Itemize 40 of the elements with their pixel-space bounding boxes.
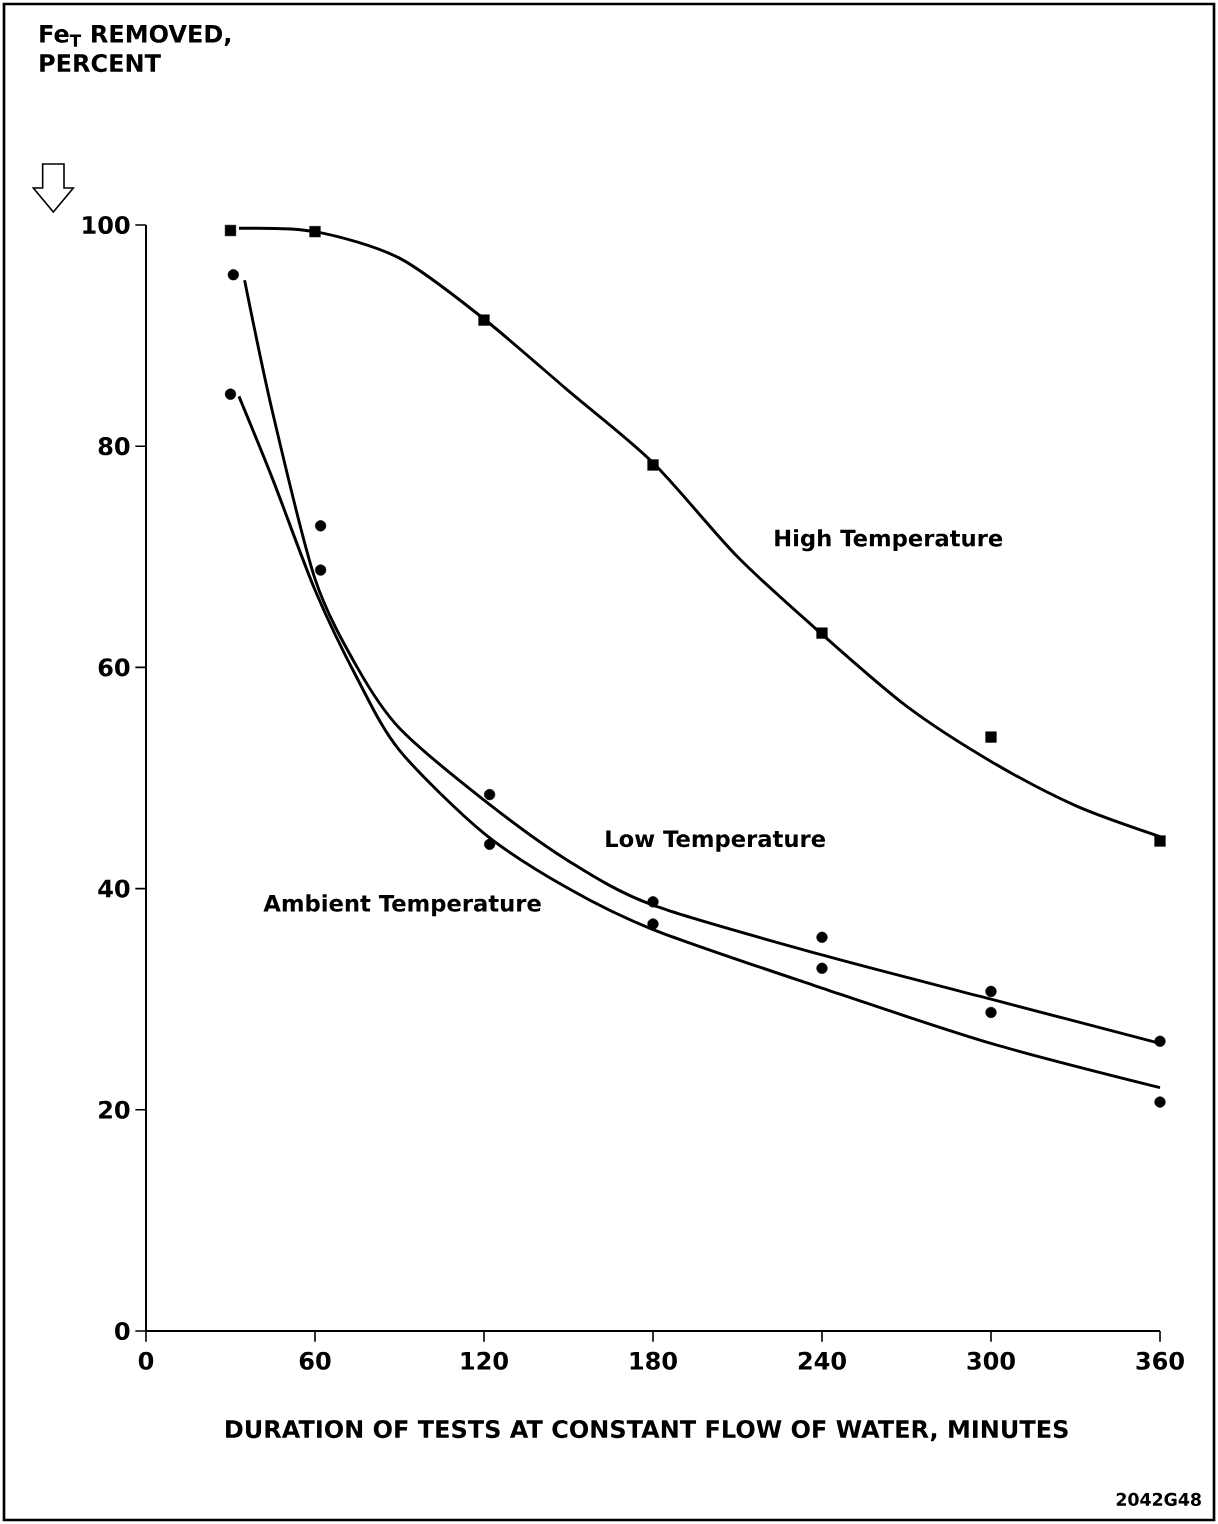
point: [484, 788, 496, 801]
point: [227, 269, 239, 281]
y-tick-label: 60: [98, 658, 130, 677]
y-tick-label: 80: [98, 437, 130, 456]
point: [647, 459, 659, 471]
point: [224, 224, 237, 237]
point: [315, 564, 327, 576]
x-axis-title: DURATION OF TESTS AT CONSTANT FLOW OF WATER, MINUTES: [226, 1420, 1068, 1442]
point: [816, 962, 828, 974]
point: [985, 985, 997, 998]
series-label: Low Temperature: [606, 830, 825, 852]
point: [1154, 1096, 1166, 1108]
y-tick-label: 40: [98, 879, 130, 898]
y-tick-label: 0: [115, 1321, 130, 1341]
x-tick-label: 120: [461, 1351, 508, 1370]
x-tick-label: 300: [967, 1351, 1015, 1370]
point: [816, 931, 828, 943]
text: Fe$_{T}$ REMOVED, PERCENT: [40, 24, 230, 73]
point: [1154, 1035, 1166, 1047]
x-tick-label: 0: [138, 1351, 154, 1370]
point: [985, 1006, 997, 1019]
x-tick-label: 240: [798, 1351, 846, 1370]
x-tick-label: 360: [1136, 1351, 1184, 1370]
point: [224, 388, 237, 400]
y-tick-label: 100: [83, 215, 130, 235]
point: [309, 226, 321, 238]
point: [985, 731, 997, 743]
point: [484, 838, 496, 850]
point: [647, 896, 659, 908]
point: [1154, 835, 1166, 847]
y-tick-label: 20: [99, 1100, 130, 1119]
series-label: Ambient Temperature: [263, 894, 541, 917]
point: [478, 314, 490, 326]
point: [315, 520, 327, 532]
point: [647, 918, 659, 930]
x-tick-label: 60: [299, 1351, 331, 1370]
point: [816, 627, 828, 639]
series-label: High Temperature: [775, 529, 1003, 552]
x-tick-label: 180: [630, 1351, 677, 1370]
text: 2042G48: [1116, 1492, 1201, 1506]
